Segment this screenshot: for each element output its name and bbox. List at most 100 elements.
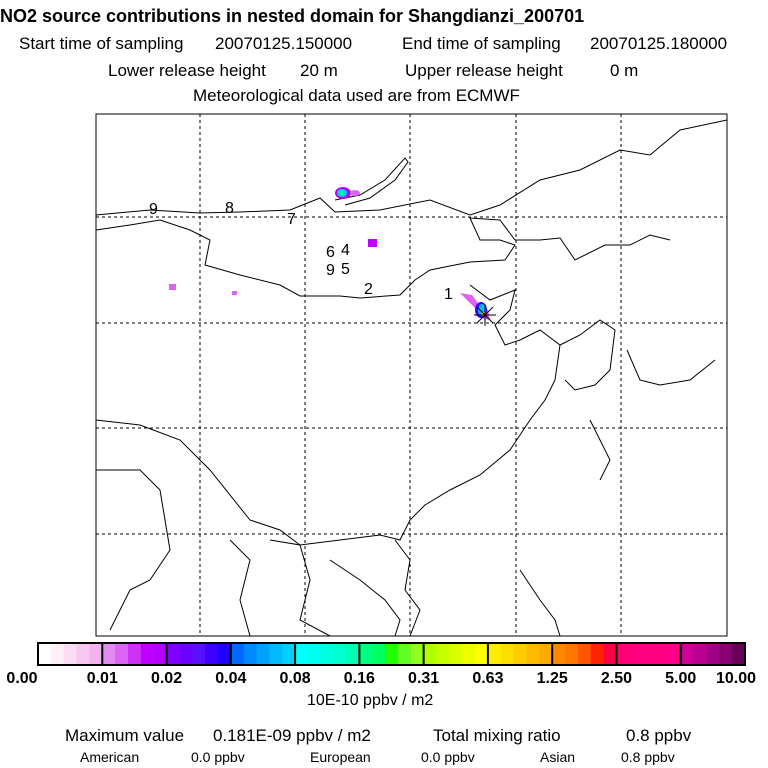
colorbar-cell [410,643,425,665]
colorbar-cell [179,643,193,665]
source-label: 5 [341,261,350,278]
source-label: 4 [341,242,350,259]
colorbar-tick-label: 0.63 [472,670,504,687]
map-grid [96,114,727,636]
colorbar-cell [385,643,399,665]
colorbar-tick-label: 0.00 [6,670,38,687]
european-value: 0.0 ppbv [421,749,475,765]
colorbar-cell [629,643,643,665]
max-value-label: Maximum value [65,726,185,745]
colorbar-cell [102,643,116,665]
colorbar-cell [642,643,656,665]
colorbar-tick-label: 0.16 [343,670,375,687]
colorbar-cell [243,643,258,665]
colorbar-cell [269,643,283,665]
colorbar-cell [693,643,707,665]
colorbar-cell [63,643,78,665]
asian-value: 0.8 ppbv [621,749,675,765]
colorbar-cell [526,643,540,665]
upper-height-label: Upper release height [405,61,563,80]
colorbar-tick-label: 10.00 [715,670,757,687]
colorbar-cell [732,643,746,665]
plot-title: NO2 source contributions in nested domai… [0,6,585,26]
colorbar-cell [38,643,52,665]
european-label: European [310,749,371,765]
colorbar-tick-label: 0.31 [408,670,440,687]
colorbar-cell [397,643,412,665]
source-label: 1 [444,286,453,303]
colorbar-cell [590,643,605,665]
colorbar-cell [50,643,65,665]
colorbar-cell [372,643,386,665]
colorbar-cell [603,643,617,665]
colorbar-cell [295,643,309,665]
colorbar-unit: 10E-10 ppbv / m2 [307,692,434,709]
lower-height-label: Lower release height [108,61,266,80]
colorbar-cell [565,643,579,665]
colorbar-tick-label: 0.08 [279,670,311,687]
colorbar-cell [513,643,527,665]
total-mixing-value: 0.8 ppbv [626,726,692,745]
colorbar-cell [487,643,502,665]
colorbar-cell [127,643,142,665]
colorbar-cell [655,643,669,665]
colorbar-cell [577,643,592,665]
total-mixing-label: Total mixing ratio [433,726,561,745]
colorbar-cell [307,643,322,665]
lower-height-value: 20 m [300,61,338,80]
colorbar-cell [140,643,155,665]
colorbar-cell [76,643,90,665]
colorbar-tick-label: 0.02 [150,670,183,687]
colorbar-cell [320,643,335,665]
colorbar-cell [153,643,168,665]
colorbar-cell [205,643,219,665]
max-value: 0.181E-09 ppbv / m2 [213,726,371,745]
plume-mongolia [368,239,377,247]
colorbar-cell [616,643,630,665]
end-time-label: End time of sampling [402,34,561,53]
colorbar-cell [719,643,733,665]
colorbar-tick-label: 1.25 [536,670,568,687]
colorbar-cell [359,643,373,665]
colorbar-cell [500,643,515,665]
colorbar-cell [423,643,437,665]
colorbar-frame [37,642,746,666]
colorbar-cell [256,643,270,665]
american-value: 0.0 ppbv [191,749,245,765]
colorbar-cell [333,643,348,665]
colorbar-cell [667,643,682,665]
met-data-note: Meteorological data used are from ECMWF [193,86,520,105]
source-label: 2 [364,281,373,298]
colorbar-tick-label: 2.50 [600,670,633,687]
plume-west1 [169,284,176,290]
colorbar-cell [436,643,450,665]
colorbar-cell [230,643,245,665]
source-label: 9 [326,262,335,279]
colorbar-cell [192,643,206,665]
colorbar-cell [115,643,129,665]
colorbar-cell [680,643,695,665]
colorbar-tick-label: 0.01 [86,670,118,687]
colorbar-cell [449,643,463,665]
colorbar-cell [539,643,553,665]
colorbar-tick-label: 0.04 [215,670,247,687]
colorbar-cell [346,643,360,665]
colorbar-tick-label: 5.00 [665,670,697,687]
american-label: American [80,749,140,765]
start-time-label: Start time of sampling [19,34,184,53]
colorbar-cell [706,643,720,665]
colorbar-cell [166,643,180,665]
upper-height-value: 0 m [610,61,639,80]
colorbar-cell [89,643,103,665]
colorbar-cell [475,643,489,665]
receptor-marker-icon [474,304,496,326]
source-label: 9 [149,201,158,218]
colorbar-cell [282,643,296,665]
concentration-plumes [169,187,490,320]
colorbar-cell [217,643,232,665]
source-label: 6 [326,244,335,261]
source-label: 8 [225,200,234,217]
plume-west2 [232,291,237,295]
asian-label: Asian [540,749,576,765]
